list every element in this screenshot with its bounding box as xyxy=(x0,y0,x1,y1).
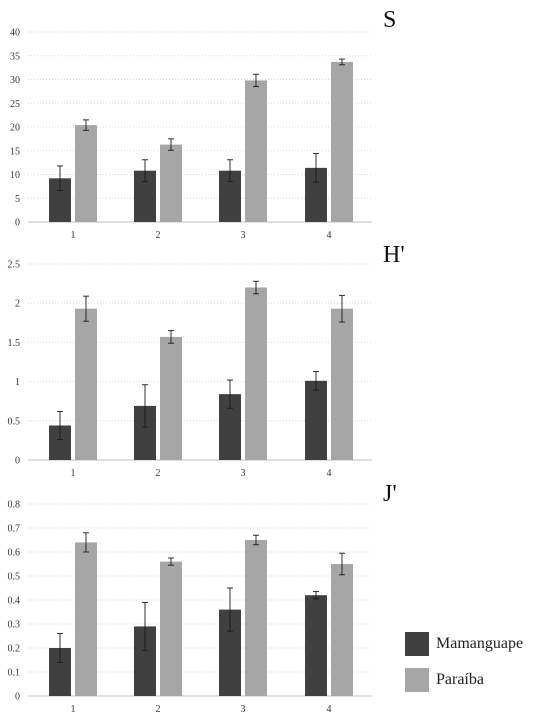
y-tick-label-j: 0.8 xyxy=(8,500,21,511)
bar-s-paraiba xyxy=(160,144,182,222)
y-tick-label-h: 0.5 xyxy=(8,416,21,427)
y-tick-label-j: 0.5 xyxy=(8,572,21,583)
x-tick-label-h: 4 xyxy=(327,468,332,479)
y-tick-label-j: 0.1 xyxy=(8,668,21,679)
bar-s-paraiba xyxy=(245,80,267,222)
bar-h-paraiba xyxy=(245,287,267,460)
bar-j-mamanguape xyxy=(219,609,241,696)
y-tick-label-h: 2.5 xyxy=(8,260,21,271)
y-tick-label-j: 0.6 xyxy=(8,548,21,559)
bar-s-paraiba xyxy=(75,125,97,222)
y-tick-label-s: 15 xyxy=(10,146,20,157)
x-tick-label-s: 4 xyxy=(327,230,332,241)
x-tick-label-s: 3 xyxy=(241,230,246,241)
bar-s-mamanguape xyxy=(305,167,327,222)
y-tick-label-s: 0 xyxy=(15,218,20,229)
panel-label-j: J' xyxy=(383,481,397,507)
x-tick-label-s: 2 xyxy=(156,230,161,241)
y-tick-label-j: 0.3 xyxy=(8,620,21,631)
y-tick-label-j: 0.7 xyxy=(8,524,21,535)
bar-j-paraiba xyxy=(245,540,267,696)
bar-s-mamanguape xyxy=(219,170,241,222)
bar-h-mamanguape xyxy=(49,425,71,460)
y-tick-label-h: 0 xyxy=(15,456,20,467)
legend-item-paraiba: Paraíba xyxy=(405,663,523,697)
bar-s-paraiba xyxy=(331,61,353,222)
x-tick-label-s: 1 xyxy=(71,230,76,241)
y-tick-label-j: 0 xyxy=(15,692,20,703)
bar-j-paraiba xyxy=(331,564,353,696)
bar-j-mamanguape xyxy=(134,626,156,696)
legend-item-mamanguape: Mamanguape xyxy=(405,627,523,661)
bar-h-mamanguape xyxy=(305,380,327,460)
y-tick-label-s: 10 xyxy=(10,170,20,181)
y-tick-label-s: 30 xyxy=(10,75,20,86)
legend-label-mamanguape: Mamanguape xyxy=(436,635,524,652)
bar-h-mamanguape xyxy=(219,394,241,460)
panel-label-s: S xyxy=(383,7,396,33)
bar-j-paraiba xyxy=(160,561,182,696)
x-tick-label-h: 3 xyxy=(241,468,246,479)
y-tick-label-j: 0.4 xyxy=(8,596,21,607)
bar-j-mamanguape xyxy=(305,595,327,696)
y-tick-label-s: 20 xyxy=(10,123,20,134)
panel-label-h: H' xyxy=(383,242,405,268)
y-tick-label-j: 0.2 xyxy=(8,644,21,655)
legend-swatch-mamanguape xyxy=(405,632,429,656)
y-tick-label-h: 2 xyxy=(15,299,20,310)
y-tick-label-s: 40 xyxy=(10,28,20,39)
x-tick-label-h: 1 xyxy=(71,468,76,479)
bar-j-mamanguape xyxy=(49,648,71,696)
x-tick-label-h: 2 xyxy=(156,468,161,479)
bar-j-paraiba xyxy=(75,542,97,696)
bar-h-paraiba xyxy=(160,336,182,460)
bar-s-mamanguape xyxy=(134,170,156,222)
x-tick-label-j: 1 xyxy=(71,704,76,715)
y-tick-label-h: 1.5 xyxy=(8,338,21,349)
x-tick-label-j: 4 xyxy=(327,704,332,715)
legend: Mamanguape Paraíba xyxy=(405,627,523,699)
bar-h-mamanguape xyxy=(134,405,156,460)
legend-label-paraiba: Paraíba xyxy=(436,671,484,688)
y-tick-label-s: 5 xyxy=(15,194,20,205)
x-tick-label-j: 2 xyxy=(156,704,161,715)
legend-swatch-paraiba xyxy=(405,668,429,692)
bar-h-paraiba xyxy=(331,308,353,460)
y-tick-label-s: 25 xyxy=(10,99,20,110)
x-tick-label-j: 3 xyxy=(241,704,246,715)
y-tick-label-s: 35 xyxy=(10,51,20,62)
bar-h-paraiba xyxy=(75,308,97,460)
y-tick-label-h: 1 xyxy=(15,377,20,388)
bar-s-mamanguape xyxy=(49,178,71,222)
